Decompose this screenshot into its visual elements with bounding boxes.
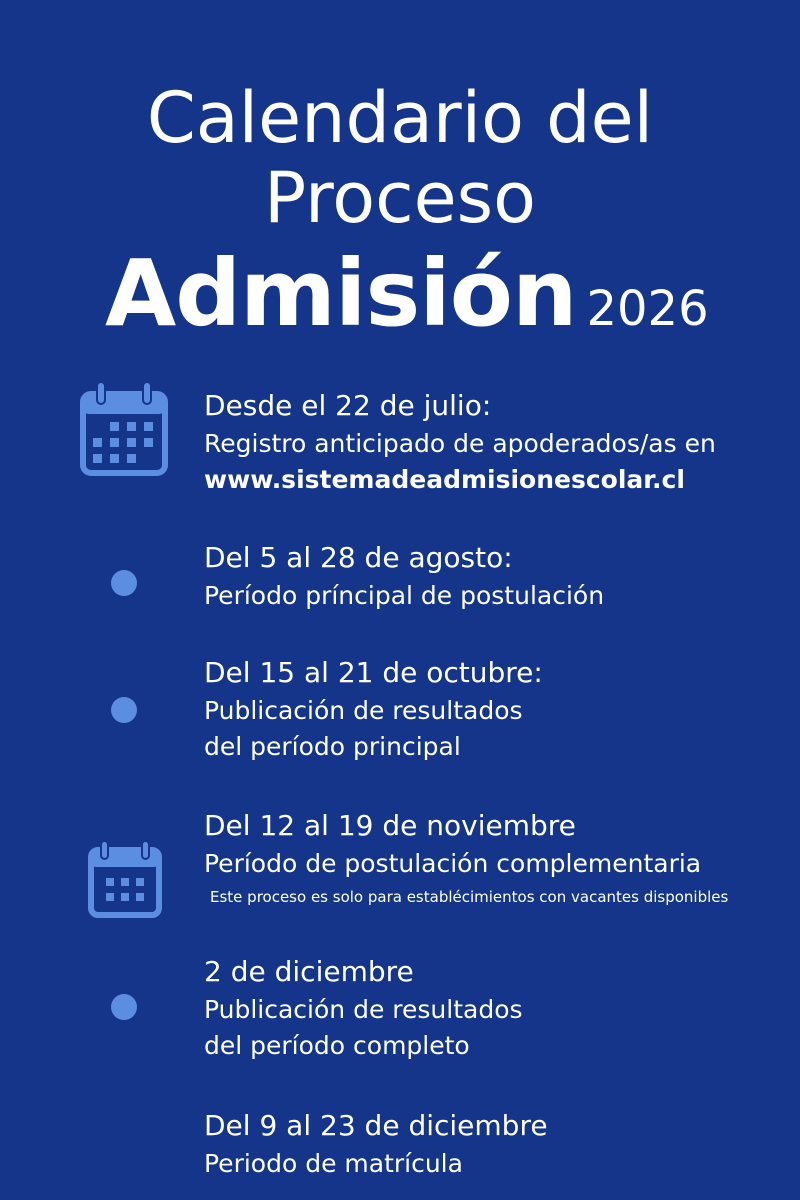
item-line: Periodo de matrícula: [204, 1149, 463, 1178]
item-line: Publicación de resultados: [204, 696, 523, 725]
timeline-item-2: Del 5 al 28 de agosto: Período príncipal…: [204, 538, 604, 614]
item-heading: Del 12 al 19 de noviembre: [204, 809, 576, 842]
item-line: del período completo: [204, 1031, 470, 1060]
item-line: Período de postulación complementaria: [204, 849, 702, 878]
item-heading: 2 de diciembre: [204, 955, 414, 988]
title-line-1: Calendario del: [146, 77, 654, 159]
timeline-item-4: Del 12 al 19 de noviembre Período de pos…: [204, 806, 728, 912]
title-line-2: Proceso: [264, 157, 536, 239]
title-line-3: Admisión 2026: [105, 240, 709, 347]
title-year: 2026: [586, 281, 709, 337]
item-heading: Del 15 al 21 de octubre:: [204, 656, 543, 689]
title-admision: Admisión: [105, 240, 577, 347]
dot-icon: [111, 570, 137, 596]
item-line: del período principal: [204, 732, 461, 761]
item-heading: Desde el 22 de julio:: [204, 389, 492, 422]
item-heading: Del 5 al 28 de agosto:: [204, 541, 513, 574]
timeline-item-1: Desde el 22 de julio: Registro anticipad…: [204, 386, 716, 498]
item-line: Publicación de resultados: [204, 995, 523, 1024]
timeline-item-6: Del 9 al 23 de diciembre Periodo de matr…: [204, 1106, 548, 1182]
dot-icon: [111, 697, 137, 723]
dot-icon: [111, 994, 137, 1020]
website-link[interactable]: www.sistemadeadmisionescolar.cl: [204, 465, 685, 494]
calendar-icon: [80, 381, 168, 476]
item-line: Registro anticipado de apoderados/as en: [204, 429, 716, 458]
item-line: Período príncipal de postulación: [204, 581, 605, 610]
item-note: Este proceso es solo para establécimient…: [210, 888, 729, 906]
timeline-item-5: 2 de diciembre Publicación de resultados…: [204, 952, 523, 1064]
item-heading: Del 9 al 23 de diciembre: [204, 1109, 548, 1142]
timeline-item-3: Del 15 al 21 de octubre: Publicación de …: [204, 653, 543, 765]
calendar-icon: [88, 840, 162, 918]
